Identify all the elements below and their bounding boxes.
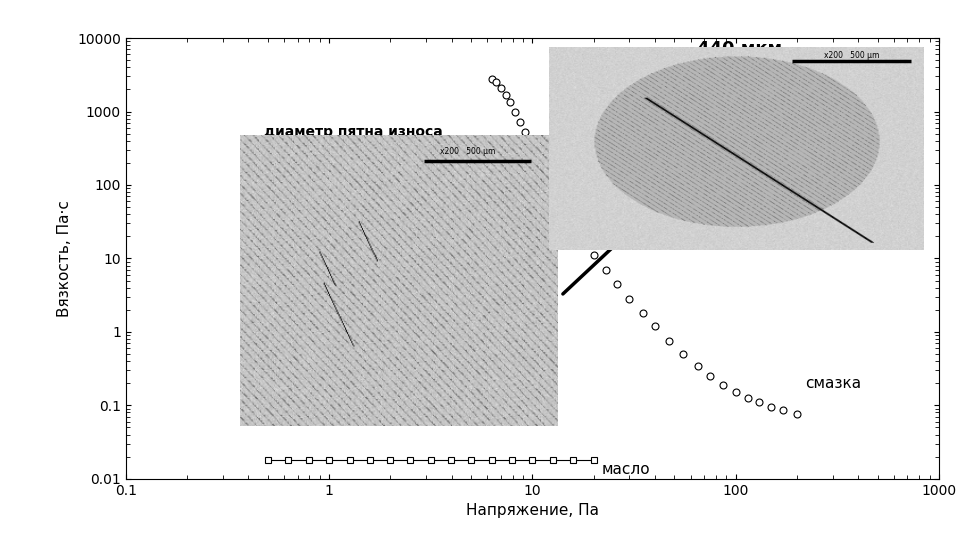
- X-axis label: Напряжение, Па: Напряжение, Па: [466, 503, 599, 518]
- Y-axis label: Вязкость, Па·с: Вязкость, Па·с: [56, 200, 72, 317]
- Text: диаметр пятна износа: диаметр пятна износа: [264, 126, 442, 139]
- Text: 790 мкм: 790 мкм: [264, 147, 330, 162]
- Text: масло: масло: [602, 462, 650, 477]
- Text: 440 мкм: 440 мкм: [697, 40, 782, 58]
- Text: смазка: смазка: [805, 376, 862, 391]
